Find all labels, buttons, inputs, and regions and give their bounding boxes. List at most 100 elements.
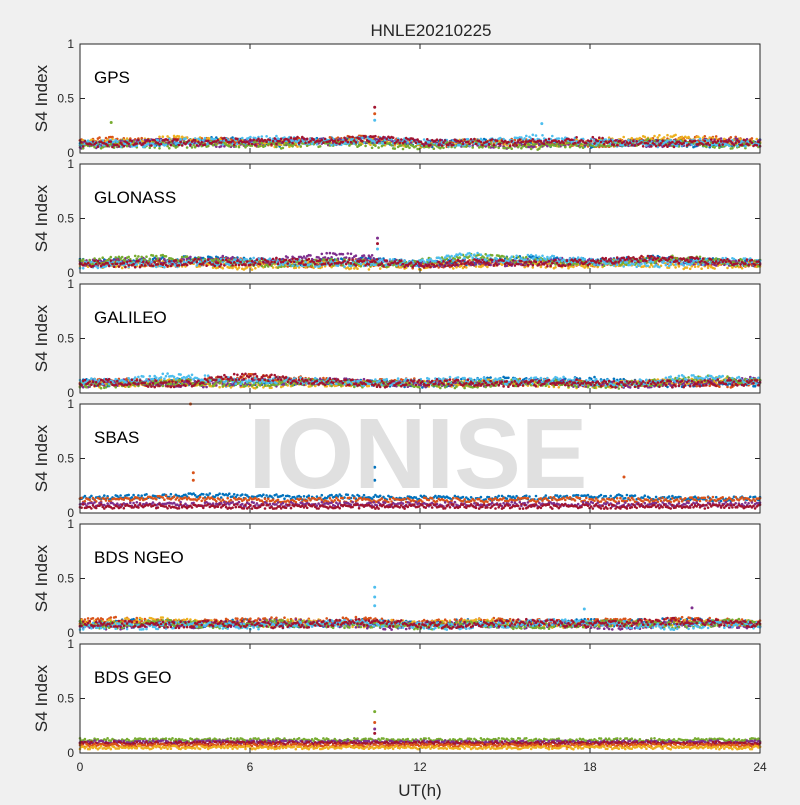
data-point: [666, 139, 669, 142]
data-point: [642, 145, 645, 148]
data-point: [321, 253, 324, 256]
data-point: [540, 140, 543, 143]
data-point: [149, 147, 152, 150]
data-point: [726, 267, 729, 270]
data-point: [596, 140, 599, 143]
data-point: [324, 138, 327, 141]
data-point: [259, 145, 262, 148]
data-point: [437, 144, 440, 147]
y-axis-label: S4 Index: [32, 64, 51, 132]
data-point: [570, 138, 573, 141]
data-point: [288, 140, 291, 143]
data-point: [251, 143, 254, 146]
data-point: [282, 147, 285, 150]
data-point: [275, 135, 278, 138]
data-point: [598, 136, 601, 139]
y-tick-label: 1: [67, 37, 74, 51]
data-point: [718, 147, 721, 150]
data-point: [497, 147, 500, 150]
data-point: [106, 145, 109, 148]
data-point: [402, 148, 405, 151]
data-point: [374, 135, 377, 138]
data-point: [134, 255, 137, 258]
data-point: [515, 144, 518, 147]
data-point: [364, 257, 367, 260]
data-point: [377, 140, 380, 143]
data-point: [635, 140, 638, 143]
data-point: [592, 136, 595, 139]
data-point: [467, 138, 470, 141]
data-point: [110, 140, 113, 143]
data-point: [423, 144, 426, 147]
data-point: [730, 136, 733, 139]
data-point: [509, 145, 512, 148]
data-point: [189, 256, 192, 259]
data-point: [321, 139, 324, 142]
data-point: [345, 139, 348, 142]
data-point: [751, 137, 754, 140]
data-point: [303, 137, 306, 140]
data-point: [460, 139, 463, 142]
data-point: [436, 138, 439, 141]
data-point: [197, 141, 200, 144]
data-point: [351, 136, 354, 139]
data-point: [251, 268, 254, 271]
data-point: [700, 267, 703, 270]
data-point: [312, 138, 315, 141]
data-point: [558, 145, 561, 148]
data-point: [342, 141, 345, 144]
data-point: [631, 144, 634, 147]
data-point: [264, 144, 267, 147]
data-point: [270, 143, 273, 146]
data-point: [590, 140, 593, 143]
data-point: [337, 139, 340, 142]
data-point: [392, 136, 395, 139]
data-point: [463, 138, 466, 141]
data-point: [269, 139, 272, 142]
data-point: [231, 256, 234, 259]
data-point: [322, 141, 325, 144]
data-point: [720, 137, 723, 140]
data-point: [126, 145, 129, 148]
data-point: [217, 258, 220, 261]
data-point: [394, 147, 397, 150]
data-point: [423, 138, 426, 141]
data-point: [551, 135, 554, 138]
data-point: [93, 146, 96, 149]
data-point: [523, 143, 526, 146]
data-point: [246, 266, 249, 269]
data-point: [355, 254, 358, 257]
data-point: [674, 266, 677, 269]
data-point: [579, 146, 582, 149]
data-point: [619, 140, 622, 143]
data-point: [309, 254, 312, 257]
data-point: [415, 145, 418, 148]
data-point: [481, 265, 484, 268]
data-point: [671, 141, 674, 144]
data-point: [650, 145, 653, 148]
data-point: [248, 143, 251, 146]
data-point: [452, 144, 455, 147]
data-point: [147, 142, 150, 145]
data-point: [532, 134, 535, 137]
data-point: [371, 147, 374, 150]
data-point: [682, 142, 685, 145]
data-point: [728, 145, 731, 148]
data-point: [585, 142, 588, 145]
data-point: [491, 138, 494, 141]
data-point: [275, 143, 278, 146]
data-point: [204, 143, 207, 146]
data-point: [149, 258, 152, 261]
data-point: [512, 144, 515, 147]
data-point: [149, 140, 152, 143]
data-point: [199, 143, 202, 146]
data-point: [364, 145, 367, 148]
data-point: [504, 147, 507, 150]
data-point: [238, 146, 241, 149]
data-point: [123, 145, 126, 148]
data-point: [150, 144, 153, 147]
data-point: [691, 144, 694, 147]
data-point: [385, 138, 388, 141]
data-point: [368, 140, 371, 143]
data-point: [145, 255, 148, 258]
